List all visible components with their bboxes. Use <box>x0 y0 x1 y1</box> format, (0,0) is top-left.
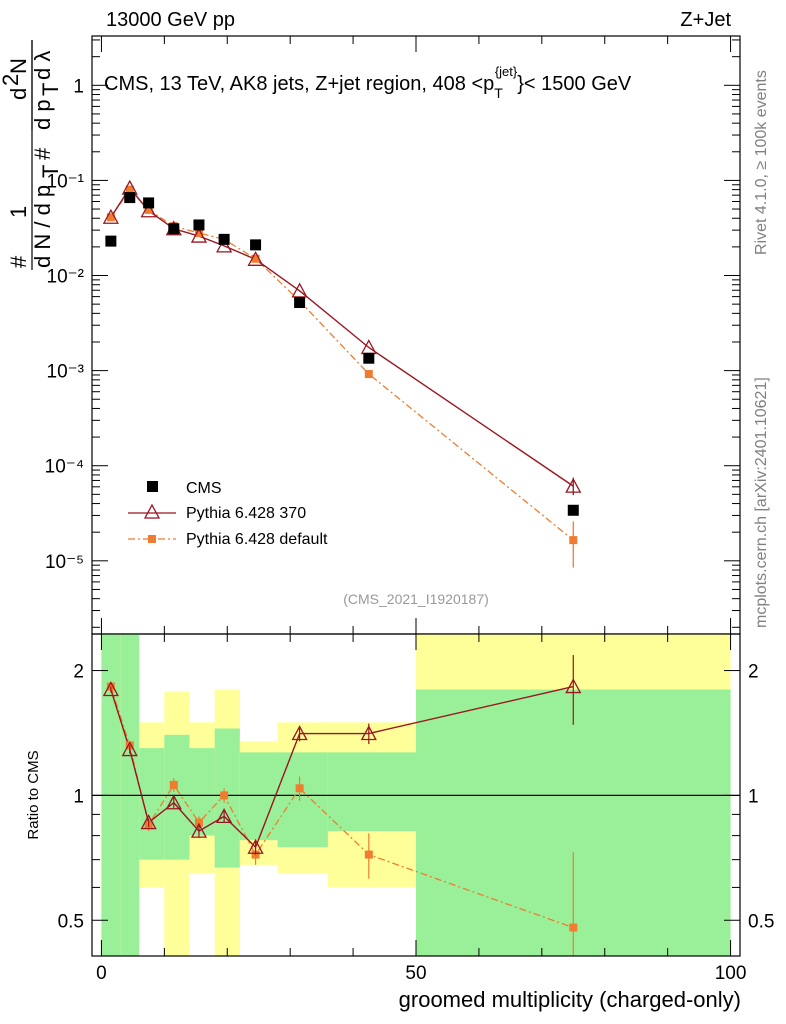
svg-text:2: 2 <box>0 74 23 86</box>
py370-point <box>291 282 308 298</box>
ratio-panel: 2 2 1 1 0.5 0.5 Ratio to CMS <box>25 633 774 957</box>
svg-text:#: # <box>6 255 31 268</box>
svg-text:d: d <box>6 88 31 100</box>
ratio-py370-point <box>247 838 264 854</box>
ratio-py370-point <box>165 794 182 810</box>
ratio-pydef-line <box>110 686 574 929</box>
pydef-point <box>251 254 260 263</box>
ratio-ytick-label: 0.5 <box>58 911 84 932</box>
py370-point <box>102 208 119 224</box>
main-ytick-label: 10⁻¹ <box>47 171 85 192</box>
pydef-point <box>144 205 153 214</box>
svg-text:d p: d p <box>30 99 55 130</box>
pydef-point <box>569 536 578 545</box>
svg-text:T: T <box>38 165 63 178</box>
ratio-ytick-label-right: 0.5 <box>748 911 774 932</box>
ratio-pydef-point <box>569 923 578 932</box>
ratio-py370-point <box>121 741 138 757</box>
legend-pydef-marker <box>148 535 156 543</box>
ratio-py370-point <box>190 822 208 838</box>
py370-point <box>565 477 582 493</box>
pydef-point <box>125 185 134 194</box>
rivet-label: Rivet 4.1.0, ≥ 100k events <box>753 70 770 255</box>
ratio-ytick-label: 1 <box>73 786 84 807</box>
svg-text:d N / d p: d N / d p <box>30 185 55 268</box>
ratio-py370-point <box>291 725 308 741</box>
py370-point <box>140 202 157 218</box>
x-tick-label: 100 <box>715 963 747 984</box>
x-axis: 0 50 100 <box>96 963 746 984</box>
cms-point <box>168 223 180 235</box>
x-axis-label: groomed multiplicity (charged-only) <box>399 987 741 1012</box>
cms-point <box>143 197 155 209</box>
ratio-py370-point <box>102 681 119 697</box>
cms-point <box>193 219 205 231</box>
analysis-id: (CMS_2021_I1920187) <box>343 591 489 607</box>
ratio-py370-line <box>110 685 574 849</box>
ratio-ylabel: Ratio to CMS <box>25 750 42 839</box>
main-ytick-label: 10⁻⁵ <box>45 552 84 573</box>
py370-point <box>216 237 233 253</box>
ratio-band-stat <box>327 752 416 832</box>
x-tick-label: 50 <box>405 963 426 984</box>
main-ytick-label: 10⁻³ <box>47 362 85 383</box>
main-panel: 1 10⁻¹ 10⁻² 10⁻³ 10⁻⁴ 10⁻⁵ CMS, 13 TeV, AK8 j… <box>0 35 741 635</box>
pydef-line <box>110 188 574 541</box>
ratio-pydef-point <box>364 850 373 859</box>
header-right: Z+Jet <box>680 9 731 31</box>
header-left: 13000 GeV pp <box>106 9 235 31</box>
legend-pydef-label: Pythia 6.428 default <box>186 531 328 548</box>
ratio-pydef-point <box>295 784 304 793</box>
x-tick-label: 0 <box>96 963 107 984</box>
svg-text:1: 1 <box>6 206 31 218</box>
cms-point <box>363 352 375 364</box>
ratio-band-stat <box>277 752 328 848</box>
ratio-band-stat <box>239 752 278 841</box>
cms-point <box>250 239 262 251</box>
cms-point <box>124 192 136 204</box>
legend-cms-marker <box>147 481 158 492</box>
legend-py370-label: Pythia 6.428 370 <box>186 505 306 522</box>
py370-point <box>190 227 208 243</box>
pydef-point <box>194 228 203 237</box>
main-ytick-label: 1 <box>73 76 84 97</box>
legend-py370-marker <box>143 503 161 519</box>
ratio-band-stat <box>164 734 190 860</box>
ratio-py370-point <box>360 725 377 741</box>
ratio-py370-point <box>140 814 157 830</box>
cms-point <box>105 235 117 247</box>
legend-cms-label: CMS <box>186 480 222 497</box>
pydef-point <box>364 370 373 379</box>
cms-point <box>294 297 306 309</box>
cms-point <box>567 504 579 516</box>
svg-text:d λ: d λ <box>30 51 55 80</box>
mcplots-label: mcplots.cern.ch [arXiv:2401.10621] <box>753 377 770 628</box>
ratio-ytick-label-right: 1 <box>748 786 759 807</box>
legend: CMS Pythia 6.428 370 Pythia 6.428 defaul… <box>128 480 328 548</box>
ratio-py370-point <box>216 808 233 824</box>
pydef-point <box>106 213 115 222</box>
main-ylabel: # 1 d N / d p T # d 2 N d p T d λ <box>0 40 63 270</box>
svg-text:N: N <box>6 58 31 74</box>
cms-point <box>218 233 230 245</box>
ratio-ytick-label-right: 2 <box>748 662 759 683</box>
plot-title: CMS, 13 TeV, AK8 jets, Z+jet region, 408… <box>104 64 632 101</box>
ratio-py370-point <box>565 678 582 694</box>
ratio-pydef-point <box>220 791 229 800</box>
ratio-band-stat <box>139 748 165 860</box>
ratio-pydef-point <box>194 818 203 827</box>
main-ytick-label: 10⁻⁴ <box>45 457 84 478</box>
main-ytick-label: 10⁻² <box>47 267 85 288</box>
py370-point <box>247 250 264 266</box>
ratio-pydef-point <box>169 780 178 789</box>
py370-line <box>110 186 574 487</box>
svg-text:T: T <box>38 83 63 96</box>
svg-text:#: # <box>30 147 55 160</box>
ratio-ytick-label: 2 <box>73 662 84 683</box>
